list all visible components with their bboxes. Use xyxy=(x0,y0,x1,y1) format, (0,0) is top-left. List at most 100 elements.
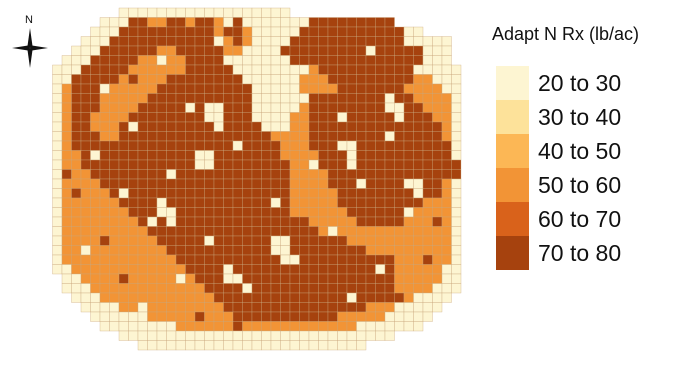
grid-cell xyxy=(71,292,82,303)
grid-cell xyxy=(118,150,129,161)
grid-cell xyxy=(432,188,443,199)
grid-cell xyxy=(441,264,452,275)
grid-cell xyxy=(308,292,319,303)
grid-cell xyxy=(175,45,186,56)
grid-cell xyxy=(185,83,196,94)
grid-cell xyxy=(308,131,319,142)
grid-cell xyxy=(223,102,234,113)
grid-cell xyxy=(384,197,395,208)
grid-cell xyxy=(299,254,310,265)
grid-cell xyxy=(327,283,338,294)
grid-cell xyxy=(80,55,91,66)
grid-cell xyxy=(346,64,357,75)
grid-cell xyxy=(394,226,405,237)
grid-cell xyxy=(52,216,63,227)
grid-cell xyxy=(270,197,281,208)
grid-cell xyxy=(280,340,291,351)
grid-cell xyxy=(223,330,234,341)
grid-cell xyxy=(204,226,215,237)
grid-cell xyxy=(337,292,348,303)
grid-cell xyxy=(109,292,120,303)
grid-cell xyxy=(356,216,367,227)
grid-cell xyxy=(61,102,72,113)
grid-cell xyxy=(156,197,167,208)
grid-cell xyxy=(166,245,177,256)
grid-cell xyxy=(375,64,386,75)
grid-cell xyxy=(137,197,148,208)
grid-cell xyxy=(251,188,262,199)
grid-cell xyxy=(52,64,63,75)
grid-cell xyxy=(137,169,148,180)
grid-cell xyxy=(394,159,405,170)
grid-cell xyxy=(299,36,310,47)
grid-cell xyxy=(384,178,395,189)
grid-cell xyxy=(80,292,91,303)
grid-cell xyxy=(365,26,376,37)
grid-cell xyxy=(71,273,82,284)
grid-cell xyxy=(384,83,395,94)
grid-cell xyxy=(118,264,129,275)
grid-cell xyxy=(308,197,319,208)
grid-cell xyxy=(261,302,272,313)
grid-cell xyxy=(261,254,272,265)
grid-cell xyxy=(327,264,338,275)
grid-cell xyxy=(318,150,329,161)
grid-cell xyxy=(185,311,196,322)
grid-cell xyxy=(337,188,348,199)
grid-cell xyxy=(375,169,386,180)
grid-cell xyxy=(52,112,63,123)
grid-cell xyxy=(128,169,139,180)
grid-cell xyxy=(318,74,329,85)
grid-cell xyxy=(403,302,414,313)
grid-cell xyxy=(61,159,72,170)
grid-cell xyxy=(223,340,234,351)
grid-cell xyxy=(61,74,72,85)
grid-cell xyxy=(242,273,253,284)
grid-cell xyxy=(299,207,310,218)
grid-cell xyxy=(384,131,395,142)
grid-cell xyxy=(432,83,443,94)
grid-cell xyxy=(128,178,139,189)
grid-cell xyxy=(375,102,386,113)
grid-cell xyxy=(346,235,357,246)
grid-cell xyxy=(432,159,443,170)
grid-cell xyxy=(185,254,196,265)
grid-cell xyxy=(194,283,205,294)
grid-cell xyxy=(280,121,291,132)
grid-cell xyxy=(109,169,120,180)
grid-cell xyxy=(137,36,148,47)
grid-cell xyxy=(128,74,139,85)
grid-cell xyxy=(194,150,205,161)
grid-cell xyxy=(109,74,120,85)
grid-cell xyxy=(99,273,110,284)
grid-cell xyxy=(175,273,186,284)
grid-cell xyxy=(394,45,405,56)
grid-cell xyxy=(413,235,424,246)
grid-cell xyxy=(261,245,272,256)
grid-cell xyxy=(156,169,167,180)
grid-cell xyxy=(109,159,120,170)
grid-cell xyxy=(375,216,386,227)
grid-cell xyxy=(251,178,262,189)
grid-cell xyxy=(375,235,386,246)
grid-cell xyxy=(337,150,348,161)
grid-cell xyxy=(204,188,215,199)
grid-cell xyxy=(346,55,357,66)
grid-cell xyxy=(223,7,234,18)
grid-cell xyxy=(270,36,281,47)
grid-cell xyxy=(71,264,82,275)
grid-cell xyxy=(61,245,72,256)
grid-cell xyxy=(52,235,63,246)
grid-cell xyxy=(365,226,376,237)
grid-cell xyxy=(99,226,110,237)
grid-cell xyxy=(432,64,443,75)
grid-cell xyxy=(166,93,177,104)
grid-cell xyxy=(194,83,205,94)
grid-cell xyxy=(280,178,291,189)
grid-cell xyxy=(61,178,72,189)
grid-cell xyxy=(166,36,177,47)
grid-cell xyxy=(71,169,82,180)
grid-cell xyxy=(441,55,452,66)
grid-cell xyxy=(52,121,63,132)
grid-cell xyxy=(185,321,196,332)
